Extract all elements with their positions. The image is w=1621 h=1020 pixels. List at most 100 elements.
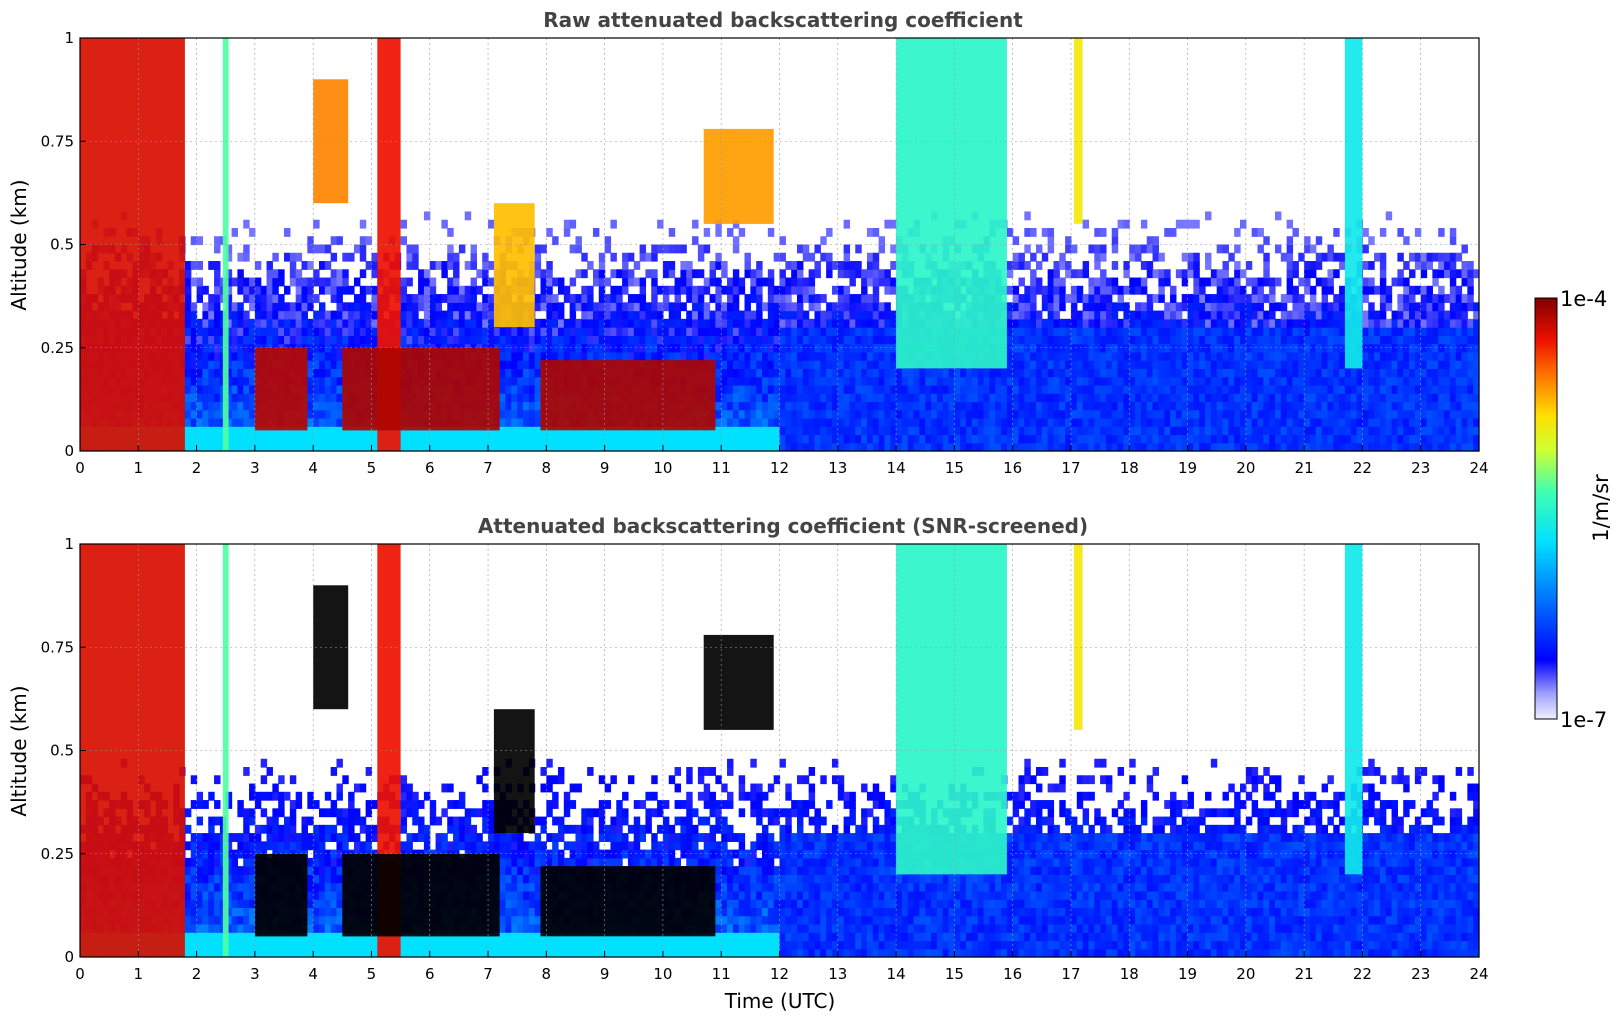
heatmap-cell [319,376,326,386]
heatmap-cell [1070,294,1078,303]
heatmap-cell [890,327,897,336]
heatmap-cell [1274,211,1282,221]
heatmap-cell [1100,442,1107,452]
heatmap-cell [406,426,413,436]
heatmap-cell [779,269,786,279]
heatmap-cell [359,327,367,336]
heatmap-cell [587,335,594,345]
heatmap-cell [412,426,419,436]
heatmap-cell [715,327,722,336]
heatmap-cell [1234,417,1241,427]
heatmap-cell [831,335,839,345]
heatmap-cell [598,442,606,452]
heatmap-cell [732,277,740,287]
heatmap-cell [826,302,833,312]
heatmap-cell [336,285,343,295]
heatmap-cell [1152,426,1159,436]
heatmap-cell [272,434,279,444]
heatmap-cell [1140,302,1148,312]
heatmap-cell [715,376,722,386]
heatmap-cell [1245,442,1253,452]
heatmap-cell [453,434,460,444]
heatmap-cell [697,434,705,444]
heatmap-cell [1152,335,1159,345]
heatmap-cell [1222,426,1229,436]
heatmap-cell [1298,434,1305,444]
heatmap-cell [249,434,256,444]
heatmap-cell [1362,426,1369,436]
heatmap-cell [1082,376,1090,386]
heatmap-cell [435,335,443,345]
heatmap-cell [721,261,728,270]
heatmap-cell [400,294,408,303]
heatmap-cell [1175,368,1183,378]
heatmap-cell [359,236,367,246]
heatmap-cell [901,409,909,419]
heatmap-cell [307,335,314,345]
heatmap-cell [1274,277,1282,287]
heatmap-cell [1321,417,1329,427]
heatmap-cell [1298,401,1305,411]
heatmap-cell [1205,434,1212,444]
heatmap-cell [1082,351,1090,361]
heatmap-cell [1379,417,1387,427]
heatmap-cell [616,434,623,444]
heatmap-cell [1368,442,1375,452]
heatmap-cell [1210,393,1218,403]
heatmap-cell [534,269,542,279]
heatmap-cell [703,244,711,254]
heatmap-cell [1234,327,1241,336]
heatmap-cell [703,434,711,444]
heatmap-cell [977,401,985,411]
heatmap-cell [307,302,314,312]
heatmap-cell [1274,327,1282,336]
heatmap-cell [1222,294,1229,303]
heatmap-cell [1362,244,1369,254]
heatmap-cell [1304,310,1311,320]
heatmap-cell [1304,318,1311,328]
heatmap-cell [243,327,250,336]
heatmap-cell [1193,219,1200,229]
heatmap-cell [1100,360,1107,369]
heatmap-cell [1088,277,1095,287]
heatmap-cell [1304,368,1311,378]
heatmap-cell [1082,318,1090,328]
heatmap-cell [738,310,746,320]
heatmap-cell [1047,409,1055,419]
heatmap-cell [1123,426,1130,436]
heatmap-cell [534,384,542,394]
heatmap-cell [563,285,571,295]
heatmap-cell [1315,376,1323,386]
heatmap-cell [1152,376,1159,386]
heatmap-cell [1257,384,1264,394]
heatmap-cell [831,426,839,436]
heatmap-cell [1362,227,1369,237]
heatmap-cell [523,409,530,419]
heatmap-cell [1298,376,1305,386]
heatmap-cell [1286,426,1294,436]
heatmap-cell [604,236,612,246]
heatmap-cell [779,327,786,336]
heatmap-cell [872,426,880,436]
heatmap-cell [1263,360,1270,369]
heatmap-cell [808,351,816,361]
heatmap-cell [1135,318,1142,328]
heatmap-cell [1327,409,1334,419]
heatmap-cell [1205,368,1212,378]
heatmap-cell [1374,393,1381,403]
heatmap-cell [872,417,880,427]
heatmap-cell [534,376,542,386]
heatmap-cell [866,376,874,386]
heatmap-cell [913,442,920,452]
heatmap-cell [837,269,845,279]
heatmap-cell [697,302,705,312]
heatmap-cell [954,401,961,411]
heatmap-cell [750,310,757,320]
heatmap-cell [1170,343,1177,353]
heatmap-cell [1105,368,1113,378]
heatmap-cell [499,434,507,444]
heatmap-cell [849,417,856,427]
heatmap-cell [1006,442,1014,452]
heatmap-cell [1234,269,1241,279]
heatmap-cell [1088,376,1095,386]
